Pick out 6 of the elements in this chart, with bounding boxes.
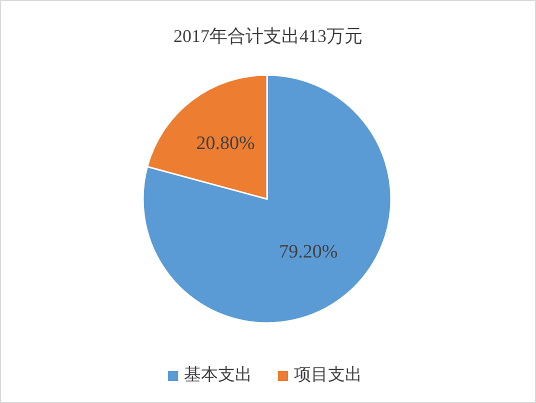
data-label: 20.80% bbox=[196, 133, 255, 154]
pie-slice bbox=[142, 74, 392, 324]
legend-label: 项目支出 bbox=[294, 364, 362, 384]
legend-label: 基本支出 bbox=[184, 364, 252, 384]
chart-title: 2017年合计支出413万元 bbox=[174, 26, 362, 46]
data-label: 79.20% bbox=[279, 242, 338, 263]
